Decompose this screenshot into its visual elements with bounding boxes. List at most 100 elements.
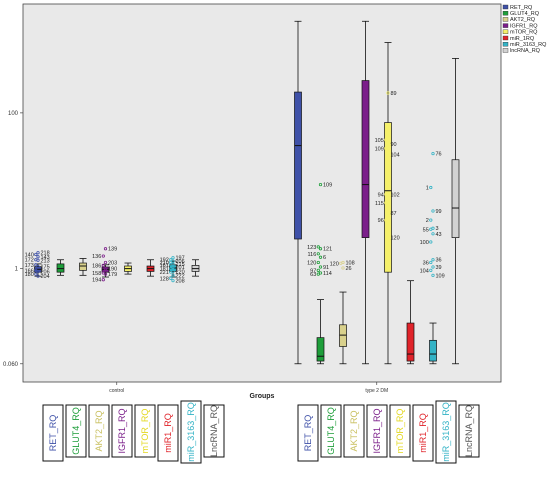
- outlier-point: [101, 254, 105, 258]
- outlier-point: [169, 263, 173, 267]
- outlier-label: 116: [308, 252, 317, 258]
- legend-label: mTOR_RQ: [510, 30, 538, 36]
- box-miR_1RQ-1: [406, 280, 415, 365]
- outlier-point: [386, 142, 390, 146]
- caption-frame: [389, 404, 411, 458]
- outlier-label: 76: [436, 152, 442, 158]
- box-AKT2_RQ-0: [79, 258, 87, 276]
- outlier-point: [171, 265, 175, 269]
- caption-text: IGFR1_RQ: [117, 408, 127, 453]
- caption-frame: [203, 404, 225, 458]
- outlier-label: 96: [378, 218, 384, 224]
- box: [79, 262, 87, 271]
- box: [406, 322, 415, 362]
- outlier-label: 215: [176, 262, 185, 268]
- outlier-point: [34, 252, 38, 257]
- outlier-point: [36, 255, 40, 259]
- outlier-label: 120: [307, 260, 316, 266]
- box-GLUT4_RQ-1: 109 123 121 116 6 120 91 97 114 63: [307, 182, 332, 365]
- caption-box-0-0: RET_RQ: [42, 404, 64, 462]
- caption-text: LncRNA_RQ: [464, 405, 474, 457]
- outlier-point: [34, 263, 38, 267]
- caption-text: AKT2_RQ: [349, 410, 359, 451]
- outlier-label: 97: [310, 268, 316, 274]
- legend-swatch: [502, 29, 509, 34]
- outlier-label: 6: [323, 255, 326, 261]
- outlier-point: [316, 268, 320, 272]
- box-mTOR_RQ-1: 89 105 90 109 104 94 102 115 87 96 120: [375, 42, 400, 365]
- outlier-label: 63: [310, 272, 316, 278]
- outlier-label: 206: [176, 259, 185, 265]
- legend-label: miR_1RQ: [510, 36, 535, 42]
- group-label: type 2 DM: [365, 388, 388, 394]
- outlier-label: 203: [108, 260, 117, 266]
- outlier-point: [431, 209, 435, 213]
- outlier-label: 208: [176, 279, 185, 285]
- outlier-label: 140: [25, 252, 34, 258]
- outlier-point: [36, 269, 40, 274]
- outlier-label: 204: [41, 274, 50, 280]
- outlier-point: [103, 260, 108, 265]
- outlier-point: [384, 218, 388, 222]
- y-tick-label: 100: [8, 111, 19, 117]
- outlier-point: [386, 192, 390, 196]
- caption-frame: [134, 404, 156, 458]
- outlier-point: [431, 273, 435, 277]
- caption-frame: [366, 404, 388, 458]
- outlier-label: 128: [160, 276, 169, 282]
- caption-box-0-3: IGFR1_RQ: [111, 404, 133, 458]
- y-tick-label: 0.060: [3, 362, 19, 368]
- caption-box-1-3: IGFR1_RQ: [366, 404, 388, 458]
- outlier-point: [429, 240, 433, 244]
- outlier-label: 109: [375, 146, 384, 152]
- caption-text: RET_RQ: [303, 415, 313, 452]
- caption-text: GLUT4_RQ: [71, 407, 81, 455]
- outlier-label: 201: [176, 265, 185, 271]
- caption-box-1-6: miR_3163_RQ: [435, 400, 457, 464]
- outlier-label: 181: [160, 267, 169, 273]
- outlier-label: 213: [41, 258, 50, 264]
- outlier-point: [431, 151, 435, 156]
- outlier-label: 26: [346, 266, 352, 272]
- caption-text: miR_3163_RQ: [441, 402, 451, 462]
- outlier-point: [318, 182, 323, 187]
- outlier-point: [171, 259, 175, 263]
- caption-frame: [180, 400, 202, 464]
- outlier-label: 120: [330, 261, 339, 267]
- box-GLUT4_RQ-0: [56, 259, 65, 276]
- caption-frame: [412, 404, 434, 462]
- outlier-label: 190: [108, 267, 117, 273]
- box-lncRNA_RQ-0: [191, 259, 200, 277]
- x-axis: Groups control type 2 DM: [109, 382, 388, 400]
- outlier-point: [339, 261, 343, 265]
- caption-text: IGFR1_RQ: [372, 408, 382, 453]
- outlier-point: [431, 258, 435, 262]
- legend-swatch: [502, 4, 509, 10]
- outlier-label: 114: [323, 271, 332, 277]
- outlier-label: 104: [420, 268, 429, 274]
- outlier-label: 87: [391, 211, 397, 217]
- caption-text: LncRNA_RQ: [209, 405, 219, 457]
- caption-box-0-6: miR_3163_RQ: [180, 400, 202, 464]
- outlier-label: 220: [176, 269, 185, 275]
- caption-text: miR1_RQ: [163, 413, 173, 453]
- outlier-point: [101, 263, 105, 267]
- outlier-point: [384, 146, 388, 150]
- caption-box-1-4: mTOR_RQ: [389, 404, 411, 458]
- outlier-label: 102: [391, 192, 400, 198]
- caption-box-0-7: LncRNA_RQ: [203, 404, 225, 458]
- caption-text: miR_3163_RQ: [186, 402, 196, 462]
- y-axis: 0.060 1 100: [3, 111, 23, 368]
- outlier-point: [318, 247, 323, 251]
- outlier-point: [36, 251, 40, 255]
- outlier-point: [316, 252, 320, 256]
- box: [451, 159, 460, 238]
- box: [384, 122, 392, 273]
- caption-frame: [157, 404, 179, 462]
- outlier-point: [36, 274, 40, 278]
- outlier-label: 210: [160, 260, 169, 266]
- outlier-point: [318, 255, 323, 259]
- legend-swatch: [502, 42, 509, 47]
- outlier-point: [384, 201, 388, 205]
